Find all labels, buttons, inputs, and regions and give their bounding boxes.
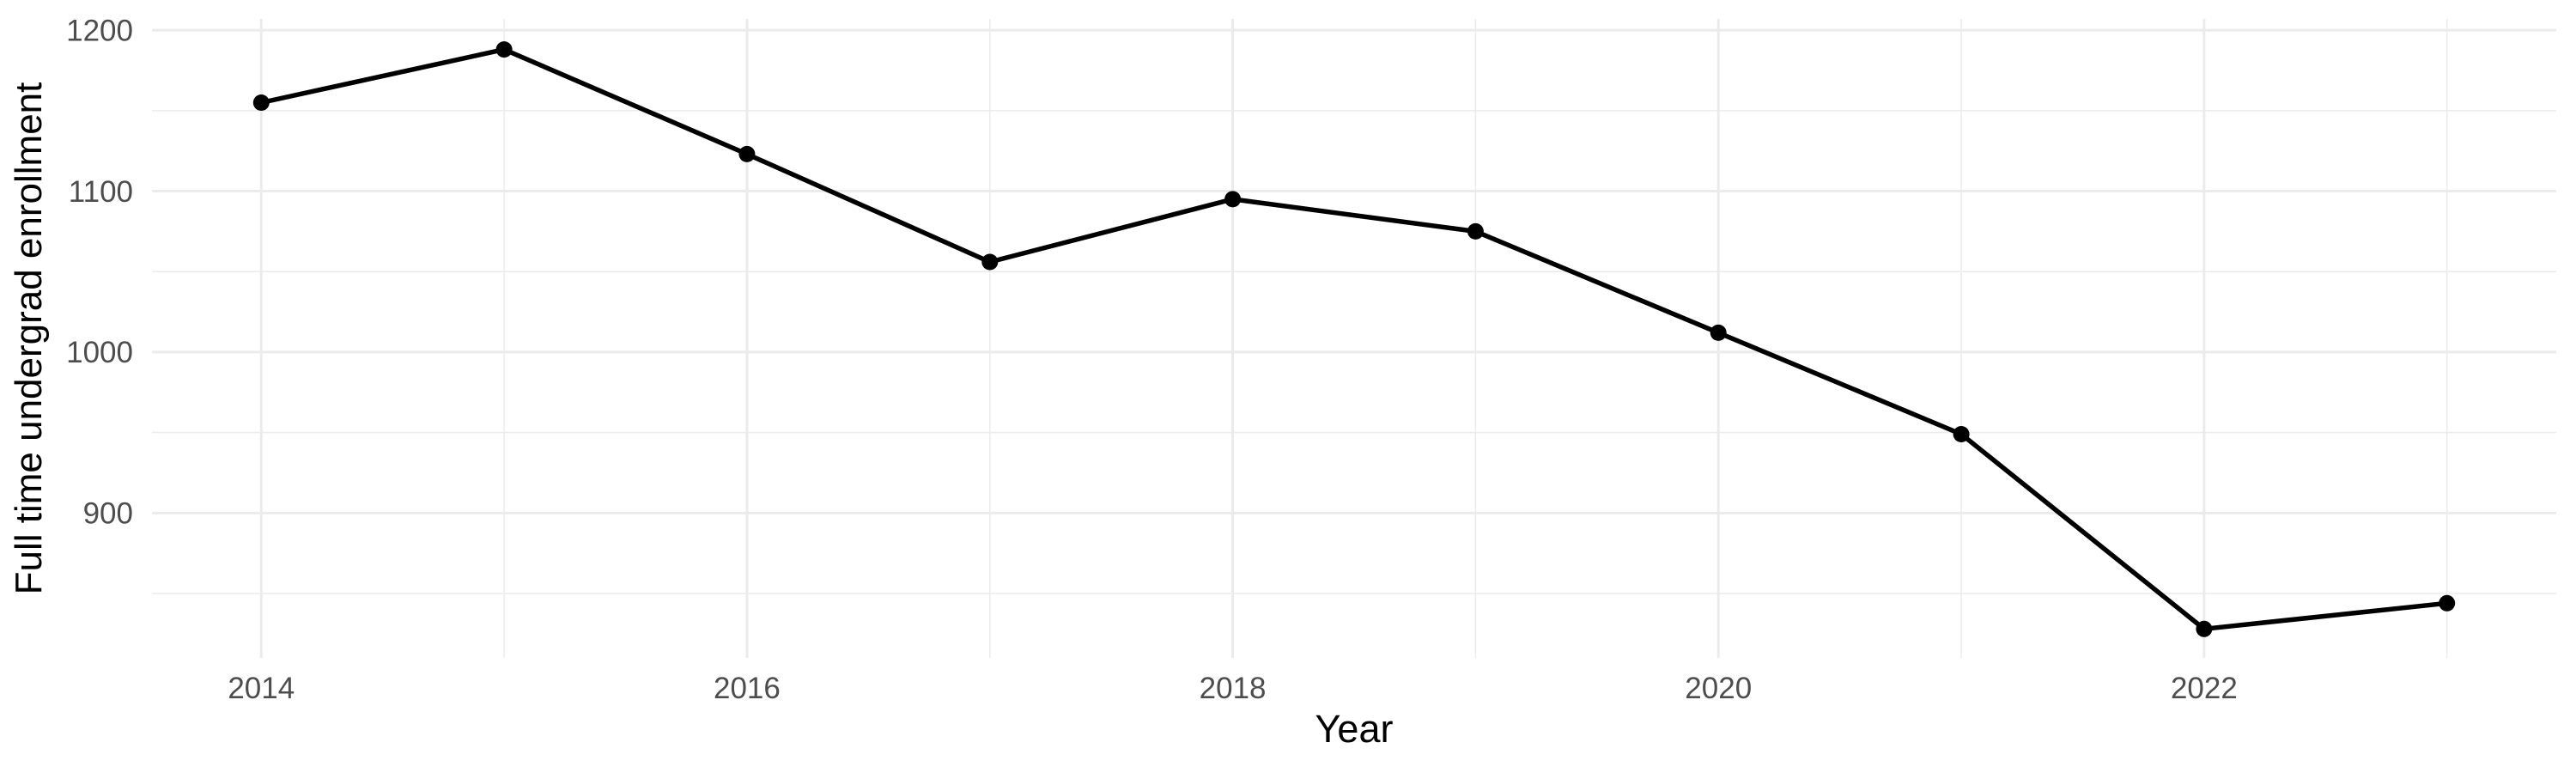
data-point-2017: [981, 253, 999, 271]
x-tick-label: 2018: [1200, 672, 1267, 705]
y-axis-title: Full time undergrad enrollment: [8, 82, 50, 595]
y-tick-label: 900: [83, 497, 133, 531]
y-tick-label: 1200: [66, 14, 133, 47]
data-point-2014: [252, 94, 270, 111]
x-tick-labels: 2014 2016 2018 2020 2022: [228, 672, 2238, 705]
data-point-2021: [1953, 426, 1970, 442]
data-point-2018: [1224, 191, 1242, 208]
data-point-2022: [2196, 620, 2213, 637]
x-tick-label: 2014: [228, 672, 295, 705]
y-tick-label: 1000: [66, 336, 133, 369]
data-point-2016: [738, 145, 756, 162]
data-point-2019: [1467, 222, 1484, 240]
y-tick-labels: 900 1000 1100 1200: [66, 14, 133, 530]
x-tick-label: 2022: [2171, 672, 2238, 705]
data-point-2015: [495, 41, 513, 58]
x-axis-title: Year: [1315, 707, 1394, 751]
x-tick-label: 2020: [1685, 672, 1752, 705]
x-tick-label: 2016: [714, 672, 781, 705]
minor-gridlines: [152, 19, 2556, 658]
series-line: [260, 46, 2447, 632]
data-points: [252, 41, 2456, 637]
data-point-2023: [2439, 594, 2456, 612]
y-tick-label: 1100: [69, 175, 133, 209]
data-point-2020: [1710, 324, 1727, 341]
